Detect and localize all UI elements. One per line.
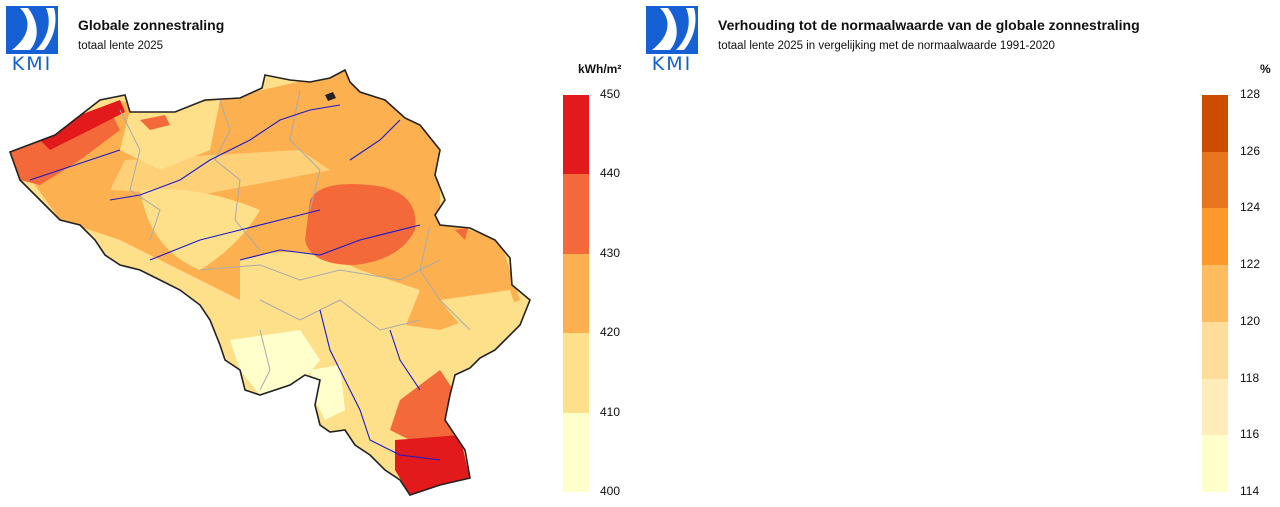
legend-tick-label: 120	[1240, 313, 1261, 328]
legend-bin	[563, 253, 589, 334]
legend-tick-label: 118	[1240, 370, 1260, 385]
map-title: Verhouding tot de normaalwaarde van de g…	[718, 17, 1140, 33]
solar-radiation-panel: KMI Globale zonnestraling totaal lente 2…	[6, 6, 622, 498]
color-legend	[1202, 95, 1228, 492]
legend-tick-label: 440	[600, 166, 621, 181]
legend-tick-label: 410	[600, 404, 621, 419]
legend-tick-label: 124	[1240, 200, 1261, 215]
legend-tick-label: 400	[600, 484, 621, 498]
legend-tick-label: 122	[1240, 257, 1261, 272]
legend-tick-label: 430	[600, 245, 621, 260]
ratio-to-normal-panel: KMI Verhouding tot de normaalwaarde van …	[640, 0, 1280, 507]
map-subtitle: totaal lente 2025	[78, 40, 164, 52]
legend-tick-label: 126	[1240, 143, 1261, 158]
legend-bin	[563, 333, 589, 413]
kmi-logo: KMI	[646, 6, 698, 75]
country-border	[8, 68, 531, 496]
color-legend	[563, 95, 589, 492]
legend-bin	[1202, 321, 1228, 379]
legend-bin	[563, 174, 589, 254]
legend-tick-label: 450	[600, 87, 621, 101]
belgium-map	[640, 60, 1200, 507]
kmi-logo: KMI	[6, 6, 58, 75]
legend-unit: %	[1260, 62, 1271, 76]
legend-tick-label: 420	[600, 325, 621, 340]
legend-tick-label: 128	[1240, 87, 1261, 101]
legend-tick-label: 114	[1240, 484, 1260, 498]
legend-unit: kWh/m²	[578, 62, 622, 76]
logo-text: KMI	[11, 53, 53, 75]
legend-bin	[1202, 265, 1228, 322]
legend-tick-label: 116	[1240, 427, 1260, 442]
map-title: Globale zonnestraling	[78, 17, 225, 33]
legend-bin	[1202, 95, 1228, 152]
legend-bin	[1202, 435, 1228, 492]
belgium-map	[8, 68, 531, 496]
logo-text: KMI	[651, 53, 693, 75]
legend-bin	[1202, 151, 1228, 209]
legend-bin	[1202, 378, 1228, 436]
map-subtitle: totaal lente 2025 in vergelijking met de…	[718, 40, 1055, 52]
legend-bin	[563, 412, 589, 492]
legend-bin	[1202, 208, 1228, 266]
legend-bin	[563, 95, 589, 175]
